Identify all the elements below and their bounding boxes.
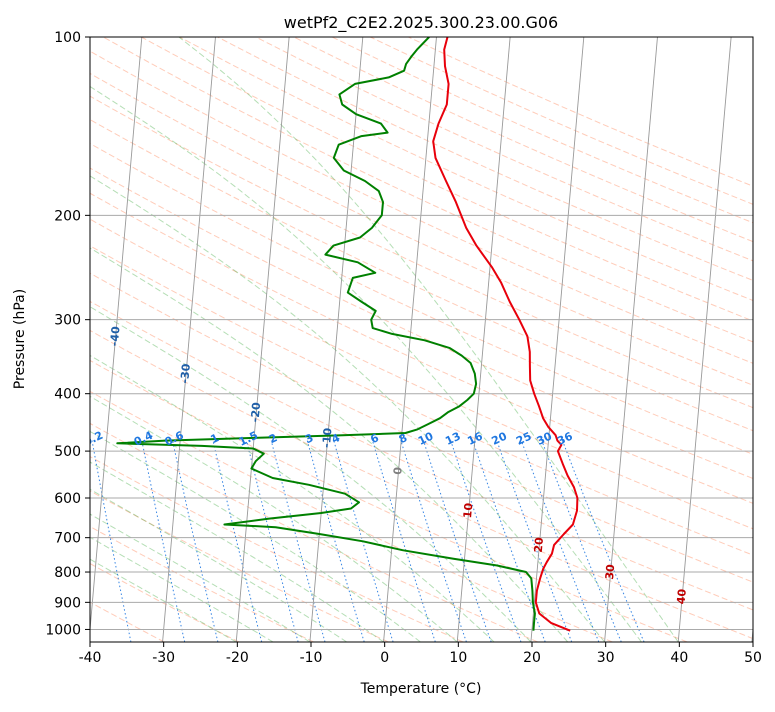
y-tick-label: 700 — [54, 531, 81, 547]
x-tick-label: 50 — [744, 650, 762, 666]
y-tick-label: 600 — [54, 491, 81, 507]
x-tick-label: -10 — [300, 650, 323, 666]
y-tick-label: 300 — [54, 313, 81, 329]
x-tick-label: -40 — [79, 650, 102, 666]
y-axis-label: Pressure (hPa) — [12, 289, 28, 389]
isotherm-label: -40 — [108, 325, 123, 346]
chart-title: wetPf2_C2E2.2025.300.23.00.G06 — [284, 13, 558, 33]
y-tick-label: 200 — [54, 208, 81, 224]
x-tick-label: 0 — [380, 650, 389, 666]
warm-isotherm-label: 30 — [603, 563, 617, 580]
warm-isotherm-label: 0 — [391, 466, 405, 475]
y-tick-label: 400 — [54, 387, 81, 403]
y-tick-label: 500 — [54, 444, 81, 460]
warm-isotherm-label: 10 — [461, 502, 475, 519]
y-tick-label: 100 — [54, 30, 81, 46]
isotherm-label: -30 — [178, 363, 193, 384]
x-tick-label: 30 — [597, 650, 615, 666]
y-tick-label: 900 — [54, 595, 81, 611]
x-tick-label: -30 — [152, 650, 175, 666]
warm-isotherm-label: 20 — [532, 536, 546, 553]
x-axis-label: Temperature (°C) — [360, 681, 482, 697]
x-tick-label: 40 — [670, 650, 688, 666]
y-tick-label: 800 — [54, 565, 81, 581]
y-tick-label: 1000 — [45, 622, 81, 638]
warm-isotherm-label: 40 — [675, 588, 689, 605]
x-tick-label: 10 — [449, 650, 467, 666]
x-tick-label: -20 — [226, 650, 249, 666]
x-tick-label: 20 — [523, 650, 541, 666]
isotherm-label: -20 — [248, 401, 263, 422]
